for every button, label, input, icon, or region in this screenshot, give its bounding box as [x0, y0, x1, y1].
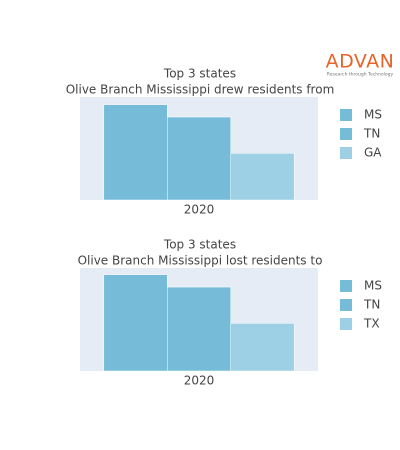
logo-tagline: Research through Technology: [327, 72, 394, 78]
legend-label: TX: [363, 317, 380, 331]
chart-title: Top 3 states: [163, 238, 236, 252]
legend-label: GA: [364, 146, 382, 160]
bar: [103, 104, 168, 201]
bar: [167, 286, 231, 372]
legend-swatch: [340, 128, 352, 140]
legend-swatch: [340, 318, 352, 330]
legend-label: MS: [364, 279, 382, 293]
chart-subtitle: Olive Branch Mississippi drew residents …: [66, 83, 335, 97]
logo-name: ADVAN: [326, 51, 395, 73]
bar: [230, 323, 295, 372]
bar: [103, 274, 168, 372]
bar: [167, 116, 231, 201]
legend-label: TN: [363, 127, 380, 141]
chart-title: Top 3 states: [163, 67, 236, 81]
x-tick-label: 2020: [184, 374, 215, 388]
legend-label: TN: [363, 298, 380, 312]
legend-swatch: [340, 280, 352, 292]
bar: [230, 153, 295, 201]
legend-swatch: [340, 109, 352, 121]
legend-swatch: [340, 299, 352, 311]
x-tick-label: 2020: [184, 203, 215, 217]
chart-subtitle: Olive Branch Mississippi lost residents …: [78, 254, 323, 268]
legend-swatch: [340, 147, 352, 159]
legend-label: MS: [364, 108, 382, 122]
